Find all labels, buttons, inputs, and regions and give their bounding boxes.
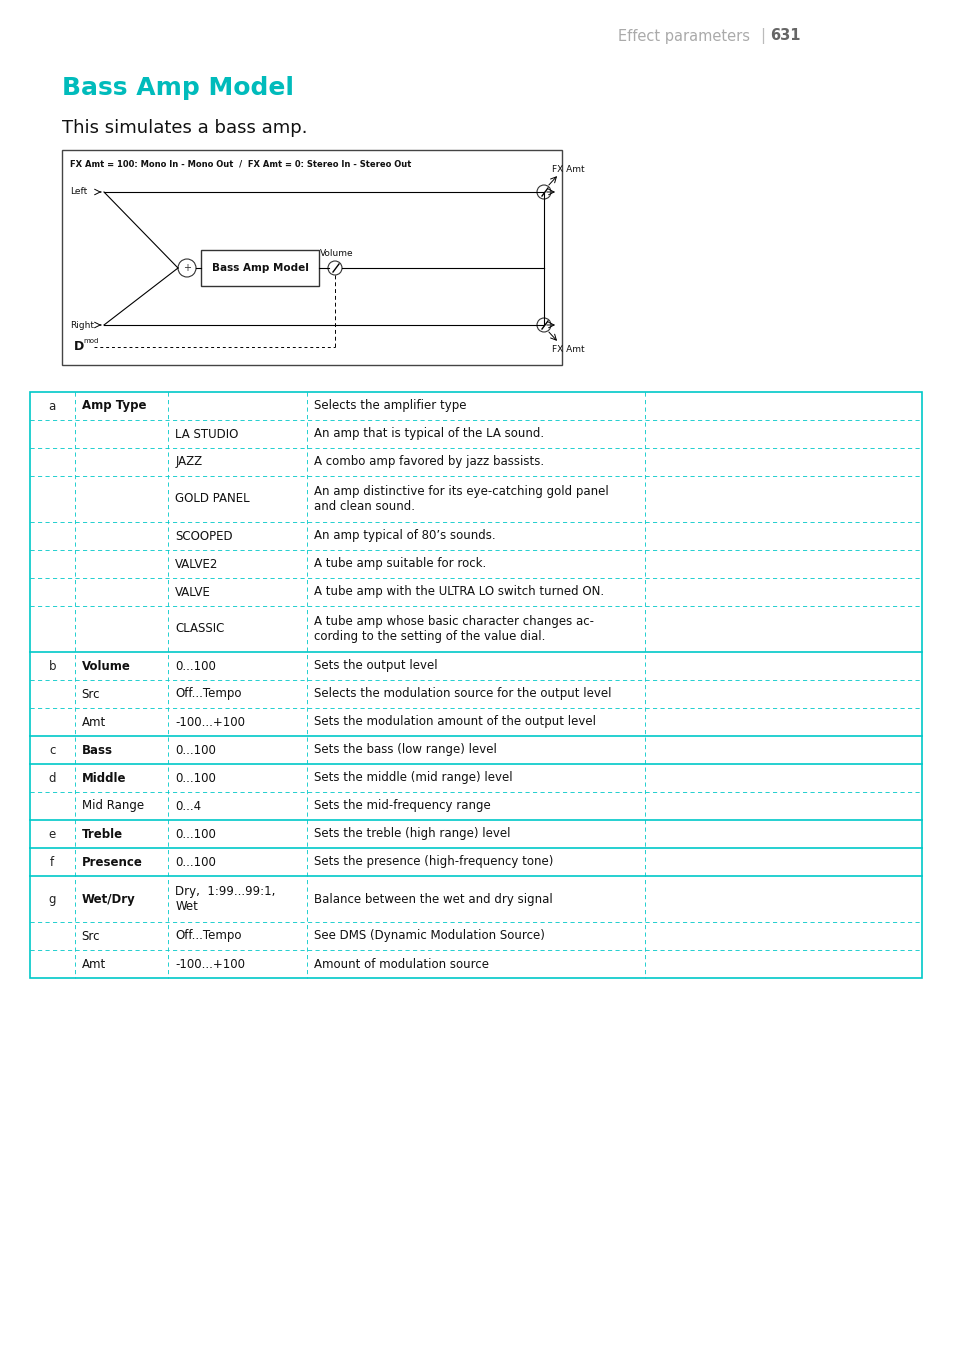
Text: +: +: [183, 263, 191, 274]
Text: 0...4: 0...4: [175, 799, 201, 812]
Text: VALVE2: VALVE2: [175, 558, 218, 570]
Text: VALVE: VALVE: [175, 585, 211, 598]
Text: mod: mod: [83, 338, 98, 344]
Text: Presence: Presence: [82, 856, 142, 868]
Text: This simulates a bass amp.: This simulates a bass amp.: [62, 119, 307, 137]
Text: f: f: [51, 856, 54, 868]
Bar: [30, 393, 921, 978]
Text: |: |: [760, 28, 764, 43]
Text: Sets the presence (high-frequency tone): Sets the presence (high-frequency tone): [314, 856, 553, 868]
Text: -100...+100: -100...+100: [175, 957, 245, 971]
Text: A tube amp with the ULTRA LO switch turned ON.: A tube amp with the ULTRA LO switch turn…: [314, 585, 603, 598]
Text: Selects the amplifier type: Selects the amplifier type: [314, 399, 465, 413]
Text: 0...100: 0...100: [175, 827, 216, 841]
Bar: [201, 250, 318, 286]
Text: An amp that is typical of the LA sound.: An amp that is typical of the LA sound.: [314, 428, 543, 440]
Text: D: D: [74, 340, 84, 353]
Text: Middle: Middle: [82, 772, 126, 784]
Text: Src: Src: [82, 688, 100, 700]
Text: Mid Range: Mid Range: [82, 799, 144, 812]
Text: Volume: Volume: [320, 249, 354, 259]
Text: a: a: [49, 399, 56, 413]
Text: Sets the bass (low range) level: Sets the bass (low range) level: [314, 743, 496, 757]
Text: Bass: Bass: [82, 743, 112, 757]
Text: Amp Type: Amp Type: [82, 399, 146, 413]
Text: Left: Left: [70, 187, 87, 196]
Text: 0...100: 0...100: [175, 856, 216, 868]
Text: FX Amt: FX Amt: [552, 165, 584, 175]
Text: An amp typical of 80’s sounds.: An amp typical of 80’s sounds.: [314, 529, 495, 543]
Text: JAZZ: JAZZ: [175, 455, 202, 468]
Text: Off...Tempo: Off...Tempo: [175, 929, 241, 942]
Text: Src: Src: [82, 929, 100, 942]
Text: Selects the modulation source for the output level: Selects the modulation source for the ou…: [314, 688, 610, 700]
Text: Amt: Amt: [82, 715, 106, 728]
Text: e: e: [49, 827, 56, 841]
Text: Off...Tempo: Off...Tempo: [175, 688, 241, 700]
Text: c: c: [49, 743, 55, 757]
Text: SCOOPED: SCOOPED: [175, 529, 233, 543]
Text: A combo amp favored by jazz bassists.: A combo amp favored by jazz bassists.: [314, 455, 543, 468]
Bar: [62, 150, 561, 366]
Text: Wet/Dry: Wet/Dry: [82, 892, 135, 906]
Text: Bass Amp Model: Bass Amp Model: [212, 263, 308, 274]
Text: FX Amt: FX Amt: [552, 344, 584, 353]
Text: 0...100: 0...100: [175, 659, 216, 673]
Text: Treble: Treble: [82, 827, 123, 841]
Text: Bass Amp Model: Bass Amp Model: [62, 76, 294, 100]
Text: Amt: Amt: [82, 957, 106, 971]
Text: Dry,  1:99...99:1,
Wet: Dry, 1:99...99:1, Wet: [175, 886, 275, 913]
Text: 631: 631: [769, 28, 800, 43]
Text: Sets the mid-frequency range: Sets the mid-frequency range: [314, 799, 490, 812]
Text: GOLD PANEL: GOLD PANEL: [175, 493, 250, 505]
Text: Sets the treble (high range) level: Sets the treble (high range) level: [314, 827, 510, 841]
Text: Effect parameters: Effect parameters: [618, 28, 749, 43]
Text: b: b: [49, 659, 56, 673]
Text: g: g: [49, 892, 56, 906]
Text: A tube amp whose basic character changes ac-
cording to the setting of the value: A tube amp whose basic character changes…: [314, 615, 593, 643]
Text: Sets the output level: Sets the output level: [314, 659, 436, 673]
Text: An amp distinctive for its eye-catching gold panel
and clean sound.: An amp distinctive for its eye-catching …: [314, 485, 608, 513]
Text: FX Amt = 100: Mono In - Mono Out  /  FX Amt = 0: Stereo In - Stereo Out: FX Amt = 100: Mono In - Mono Out / FX Am…: [70, 160, 411, 168]
Text: Right: Right: [70, 321, 94, 329]
Text: Volume: Volume: [82, 659, 131, 673]
Text: Amount of modulation source: Amount of modulation source: [314, 957, 488, 971]
Text: 0...100: 0...100: [175, 743, 216, 757]
Text: -100...+100: -100...+100: [175, 715, 245, 728]
Text: A tube amp suitable for rock.: A tube amp suitable for rock.: [314, 558, 485, 570]
Text: Sets the modulation amount of the output level: Sets the modulation amount of the output…: [314, 715, 595, 728]
Text: CLASSIC: CLASSIC: [175, 623, 224, 635]
Text: LA STUDIO: LA STUDIO: [175, 428, 238, 440]
Text: 0...100: 0...100: [175, 772, 216, 784]
Text: Balance between the wet and dry signal: Balance between the wet and dry signal: [314, 892, 552, 906]
Text: See DMS (Dynamic Modulation Source): See DMS (Dynamic Modulation Source): [314, 929, 544, 942]
Text: Sets the middle (mid range) level: Sets the middle (mid range) level: [314, 772, 512, 784]
Text: d: d: [49, 772, 56, 784]
